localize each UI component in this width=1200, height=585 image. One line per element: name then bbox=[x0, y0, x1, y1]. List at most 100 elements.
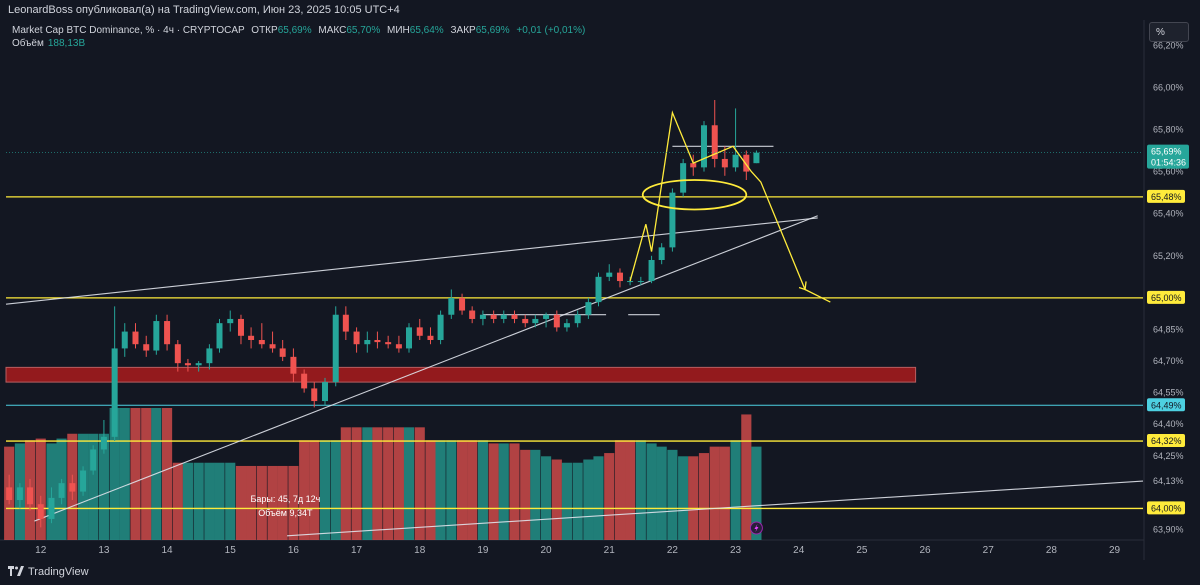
candle-body bbox=[469, 310, 476, 319]
candle-body bbox=[753, 152, 760, 164]
level-price-label: 65,48% bbox=[1147, 189, 1185, 203]
volume-bar bbox=[235, 465, 247, 540]
candle bbox=[195, 361, 202, 372]
level-label-bg bbox=[1147, 434, 1185, 448]
volume-bar bbox=[109, 408, 120, 540]
volume-bar bbox=[477, 440, 488, 540]
volume-bar bbox=[88, 433, 99, 540]
candle-body bbox=[353, 331, 360, 345]
candle bbox=[27, 478, 34, 511]
volume-bar bbox=[299, 440, 310, 540]
price-tick-label: 63,90% bbox=[1153, 524, 1184, 534]
price-tick-label: 64,25% bbox=[1153, 451, 1184, 461]
candle-body bbox=[543, 314, 550, 319]
current-price-text: 65,69% bbox=[1151, 147, 1182, 157]
candle bbox=[374, 331, 381, 349]
price-tick-label: 66,20% bbox=[1153, 40, 1184, 50]
volume-bar bbox=[456, 440, 468, 540]
candle bbox=[700, 121, 707, 172]
candle bbox=[353, 327, 360, 353]
price-tick-label: 64,40% bbox=[1153, 419, 1184, 429]
volume-bar bbox=[267, 465, 278, 540]
volume-bar bbox=[751, 446, 762, 540]
candle bbox=[290, 348, 297, 383]
scale-mode-button[interactable]: % bbox=[1149, 22, 1189, 42]
legend-low-label: МИН bbox=[387, 25, 410, 36]
candle bbox=[690, 154, 697, 176]
candle-body bbox=[290, 356, 297, 374]
candle-body bbox=[164, 321, 171, 345]
candle bbox=[511, 310, 518, 324]
candle-body bbox=[437, 314, 444, 340]
candle-body bbox=[448, 297, 455, 315]
range-measure-annotation: Бары: 45, 7д 12ч Объём 9,34T bbox=[250, 494, 320, 518]
candle-body bbox=[301, 373, 308, 389]
candle bbox=[732, 108, 739, 172]
candle-body bbox=[227, 318, 234, 324]
trendline bbox=[34, 215, 818, 522]
candle-body bbox=[732, 154, 739, 168]
candle-body bbox=[153, 321, 160, 351]
candle bbox=[522, 314, 529, 328]
candle-body bbox=[248, 335, 255, 340]
volume-bar bbox=[172, 462, 183, 540]
projection-path bbox=[629, 110, 831, 303]
candle bbox=[721, 146, 728, 176]
volume-bar bbox=[698, 453, 710, 540]
candle-body bbox=[616, 272, 623, 282]
time-tick-label: 16 bbox=[288, 545, 300, 556]
footer-brand: TradingView bbox=[28, 566, 89, 578]
candle bbox=[143, 335, 150, 357]
volume-bar bbox=[719, 446, 730, 540]
candle bbox=[658, 243, 665, 265]
volume-bar bbox=[498, 443, 509, 540]
candle bbox=[711, 100, 718, 168]
legend-high: 65,70% bbox=[346, 25, 381, 36]
time-tick-label: 19 bbox=[477, 545, 489, 556]
candle-body bbox=[90, 449, 97, 471]
breakout-ellipse bbox=[641, 179, 748, 211]
candle-body bbox=[479, 314, 486, 319]
candle bbox=[669, 188, 676, 252]
price-tick-label: 65,20% bbox=[1153, 251, 1184, 261]
time-tick-label: 23 bbox=[730, 545, 742, 556]
candle bbox=[269, 331, 276, 353]
volume-bar bbox=[182, 462, 193, 540]
legend-low: 65,64% bbox=[409, 25, 444, 36]
time-tick-label: 25 bbox=[856, 545, 868, 556]
time-tick-label: 21 bbox=[604, 545, 616, 556]
candle-body bbox=[132, 331, 139, 345]
candle-body bbox=[743, 154, 750, 172]
legend-close-label: ЗАКР bbox=[450, 25, 476, 36]
candle bbox=[680, 158, 687, 197]
candle-body bbox=[37, 504, 44, 519]
volume-bar bbox=[214, 462, 225, 540]
symbol-legend: Market Cap BTC Dominance, % · 4ч · CRYPT… bbox=[12, 25, 585, 36]
candle bbox=[437, 310, 444, 345]
volume-bar bbox=[393, 427, 404, 540]
level-label-bg bbox=[1147, 189, 1185, 203]
candle-body bbox=[121, 331, 128, 349]
volume-bar bbox=[530, 449, 541, 540]
candle bbox=[184, 358, 191, 372]
candle bbox=[321, 377, 328, 406]
candle bbox=[616, 268, 623, 288]
volume-bar bbox=[98, 433, 109, 540]
volume-bar bbox=[467, 440, 478, 540]
volume-bar bbox=[130, 408, 141, 540]
volume-bar bbox=[246, 465, 257, 540]
candle-body bbox=[184, 363, 191, 366]
candle bbox=[637, 276, 644, 286]
candle-body bbox=[374, 340, 381, 343]
candle-body bbox=[606, 272, 613, 277]
price-tick-label: 65,40% bbox=[1153, 209, 1184, 219]
candle bbox=[543, 312, 550, 328]
candle-body bbox=[637, 281, 644, 283]
candle-body bbox=[627, 281, 634, 283]
candle-body bbox=[395, 344, 402, 349]
candle bbox=[301, 369, 308, 393]
candle-body bbox=[574, 314, 581, 324]
level-price-label: 65,00% bbox=[1147, 290, 1185, 304]
volume-bar bbox=[362, 427, 373, 540]
